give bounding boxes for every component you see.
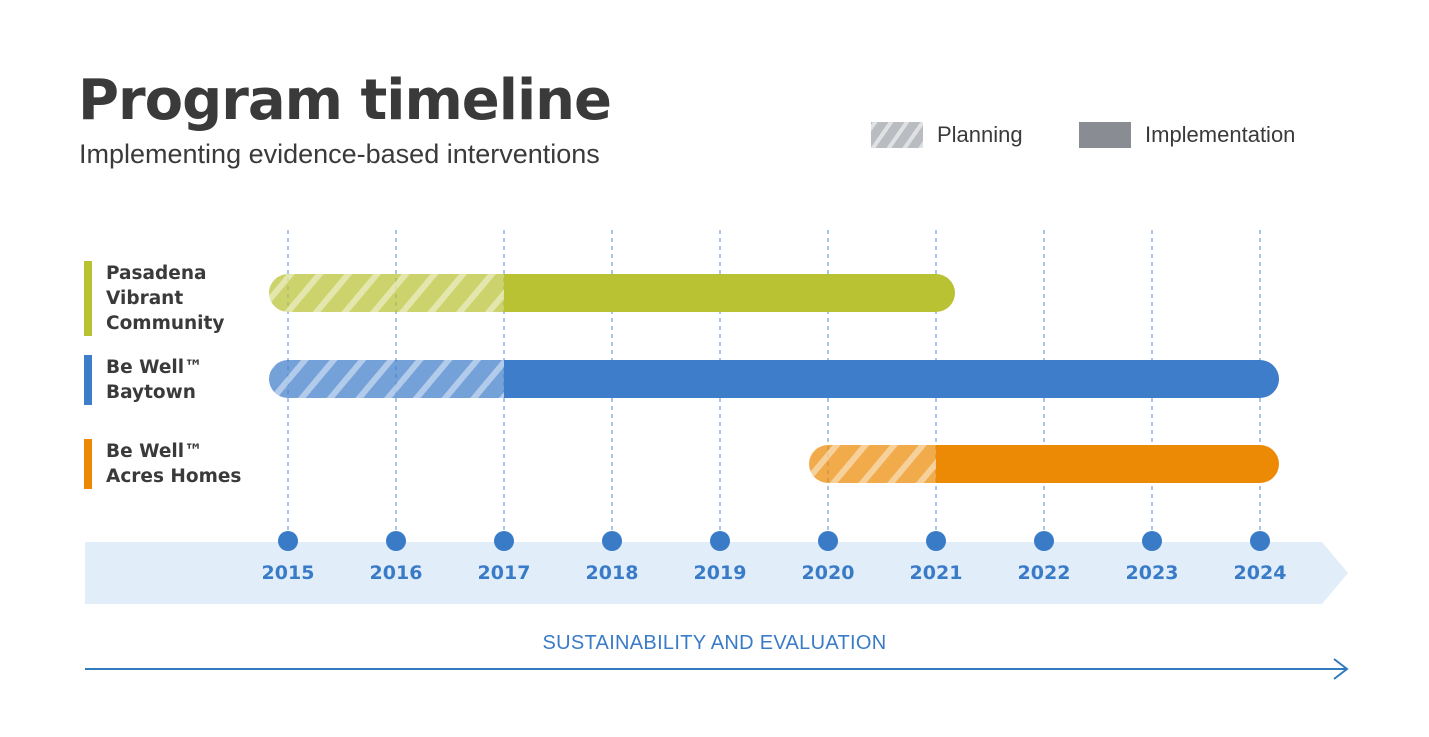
year-label: 2024 [1234, 562, 1287, 584]
year-dot [494, 531, 514, 551]
implementation-segment [504, 360, 1279, 398]
program-label-pasadena: Pasadena Vibrant Community [84, 261, 224, 336]
year-label: 2018 [586, 562, 639, 584]
legend-planning: Planning [871, 122, 1023, 148]
year-label: 2022 [1018, 562, 1071, 584]
legend-planning-label: Planning [937, 122, 1023, 147]
program-label-baytown: Be Well™ Baytown [84, 355, 203, 405]
legend-implementation: Implementation [1079, 122, 1295, 148]
year-dot [818, 531, 838, 551]
year-dot [1142, 531, 1162, 551]
year-dot [1034, 531, 1054, 551]
year-label: 2017 [478, 562, 531, 584]
implementation-swatch [1079, 122, 1131, 148]
planning-hatch [269, 274, 504, 312]
axis-band [85, 542, 1348, 604]
planning-hatch [269, 360, 504, 398]
page-title: Program timeline [78, 68, 612, 133]
year-dot [278, 531, 298, 551]
page-subtitle: Implementing evidence-based intervention… [79, 139, 600, 169]
legend-implementation-label: Implementation [1145, 122, 1296, 147]
year-dot [386, 531, 406, 551]
program-color-bar [84, 439, 92, 489]
evaluation-label: SUSTAINABILITY AND EVALUATION [542, 632, 887, 654]
program-name: Be Well™ Acres Homes [106, 441, 242, 487]
program-color-bar [84, 355, 92, 405]
timeline-bar [809, 445, 1279, 483]
evaluation-arrow-head [1333, 658, 1349, 680]
program-label-acres-homes: Be Well™ Acres Homes [84, 439, 241, 489]
year-label: 2015 [262, 562, 315, 584]
year-label: 2019 [694, 562, 747, 584]
year-dot [602, 531, 622, 551]
year-dot [710, 531, 730, 551]
timeline-bar [269, 274, 955, 312]
implementation-segment [936, 445, 1279, 483]
program-name: Be Well™ Baytown [106, 357, 203, 403]
planning-hatch [809, 445, 936, 483]
year-label: 2020 [802, 562, 855, 584]
implementation-segment [504, 274, 955, 312]
program-name: Pasadena Vibrant Community [106, 263, 225, 334]
program-color-bar [84, 261, 92, 336]
year-label: 2021 [910, 562, 963, 584]
planning-swatch [871, 122, 923, 148]
year-dot [1250, 531, 1270, 551]
year-label: 2016 [370, 562, 423, 584]
year-dot [926, 531, 946, 551]
year-label: 2023 [1126, 562, 1179, 584]
timeline-bar [269, 360, 1279, 398]
